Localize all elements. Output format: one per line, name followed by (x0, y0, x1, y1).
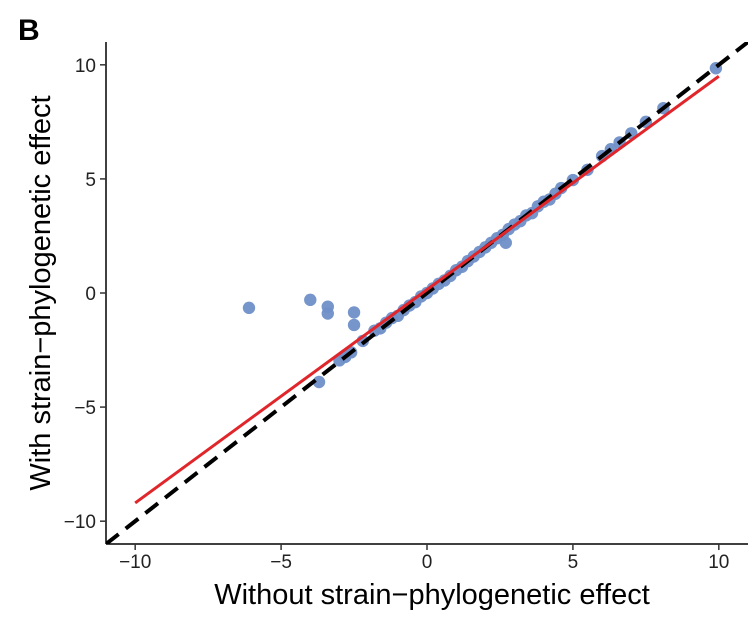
plot-area (106, 42, 748, 544)
y-axis: −10 −5 0 5 10 (64, 42, 107, 544)
x-tick-label: 10 (708, 552, 729, 573)
data-point (312, 375, 326, 389)
y-tick-label: −10 (64, 512, 96, 533)
regression-fit-line (134, 75, 720, 505)
y-tick-label: 10 (75, 56, 96, 77)
data-point (347, 306, 361, 319)
x-axis: −10 −5 0 5 10 (106, 543, 748, 573)
data-point (499, 236, 512, 249)
data-point (347, 318, 361, 332)
data-point (304, 293, 317, 307)
x-tick-label: −5 (270, 552, 292, 573)
y-tick-label: 0 (85, 284, 96, 305)
y-tick-label: −5 (74, 398, 96, 419)
data-point (242, 301, 256, 315)
identity-reference-line (106, 42, 748, 544)
y-tick-label: 5 (85, 170, 96, 191)
data-point (321, 307, 334, 320)
x-axis-title: Without strain−phylogenetic effect (214, 579, 650, 611)
x-tick-label: 5 (568, 552, 579, 573)
panel-label: B (18, 14, 40, 47)
x-tick-label: −10 (119, 552, 151, 573)
x-tick-label: 0 (422, 552, 433, 573)
y-axis-title: With strain−phylogenetic effect (25, 95, 57, 490)
